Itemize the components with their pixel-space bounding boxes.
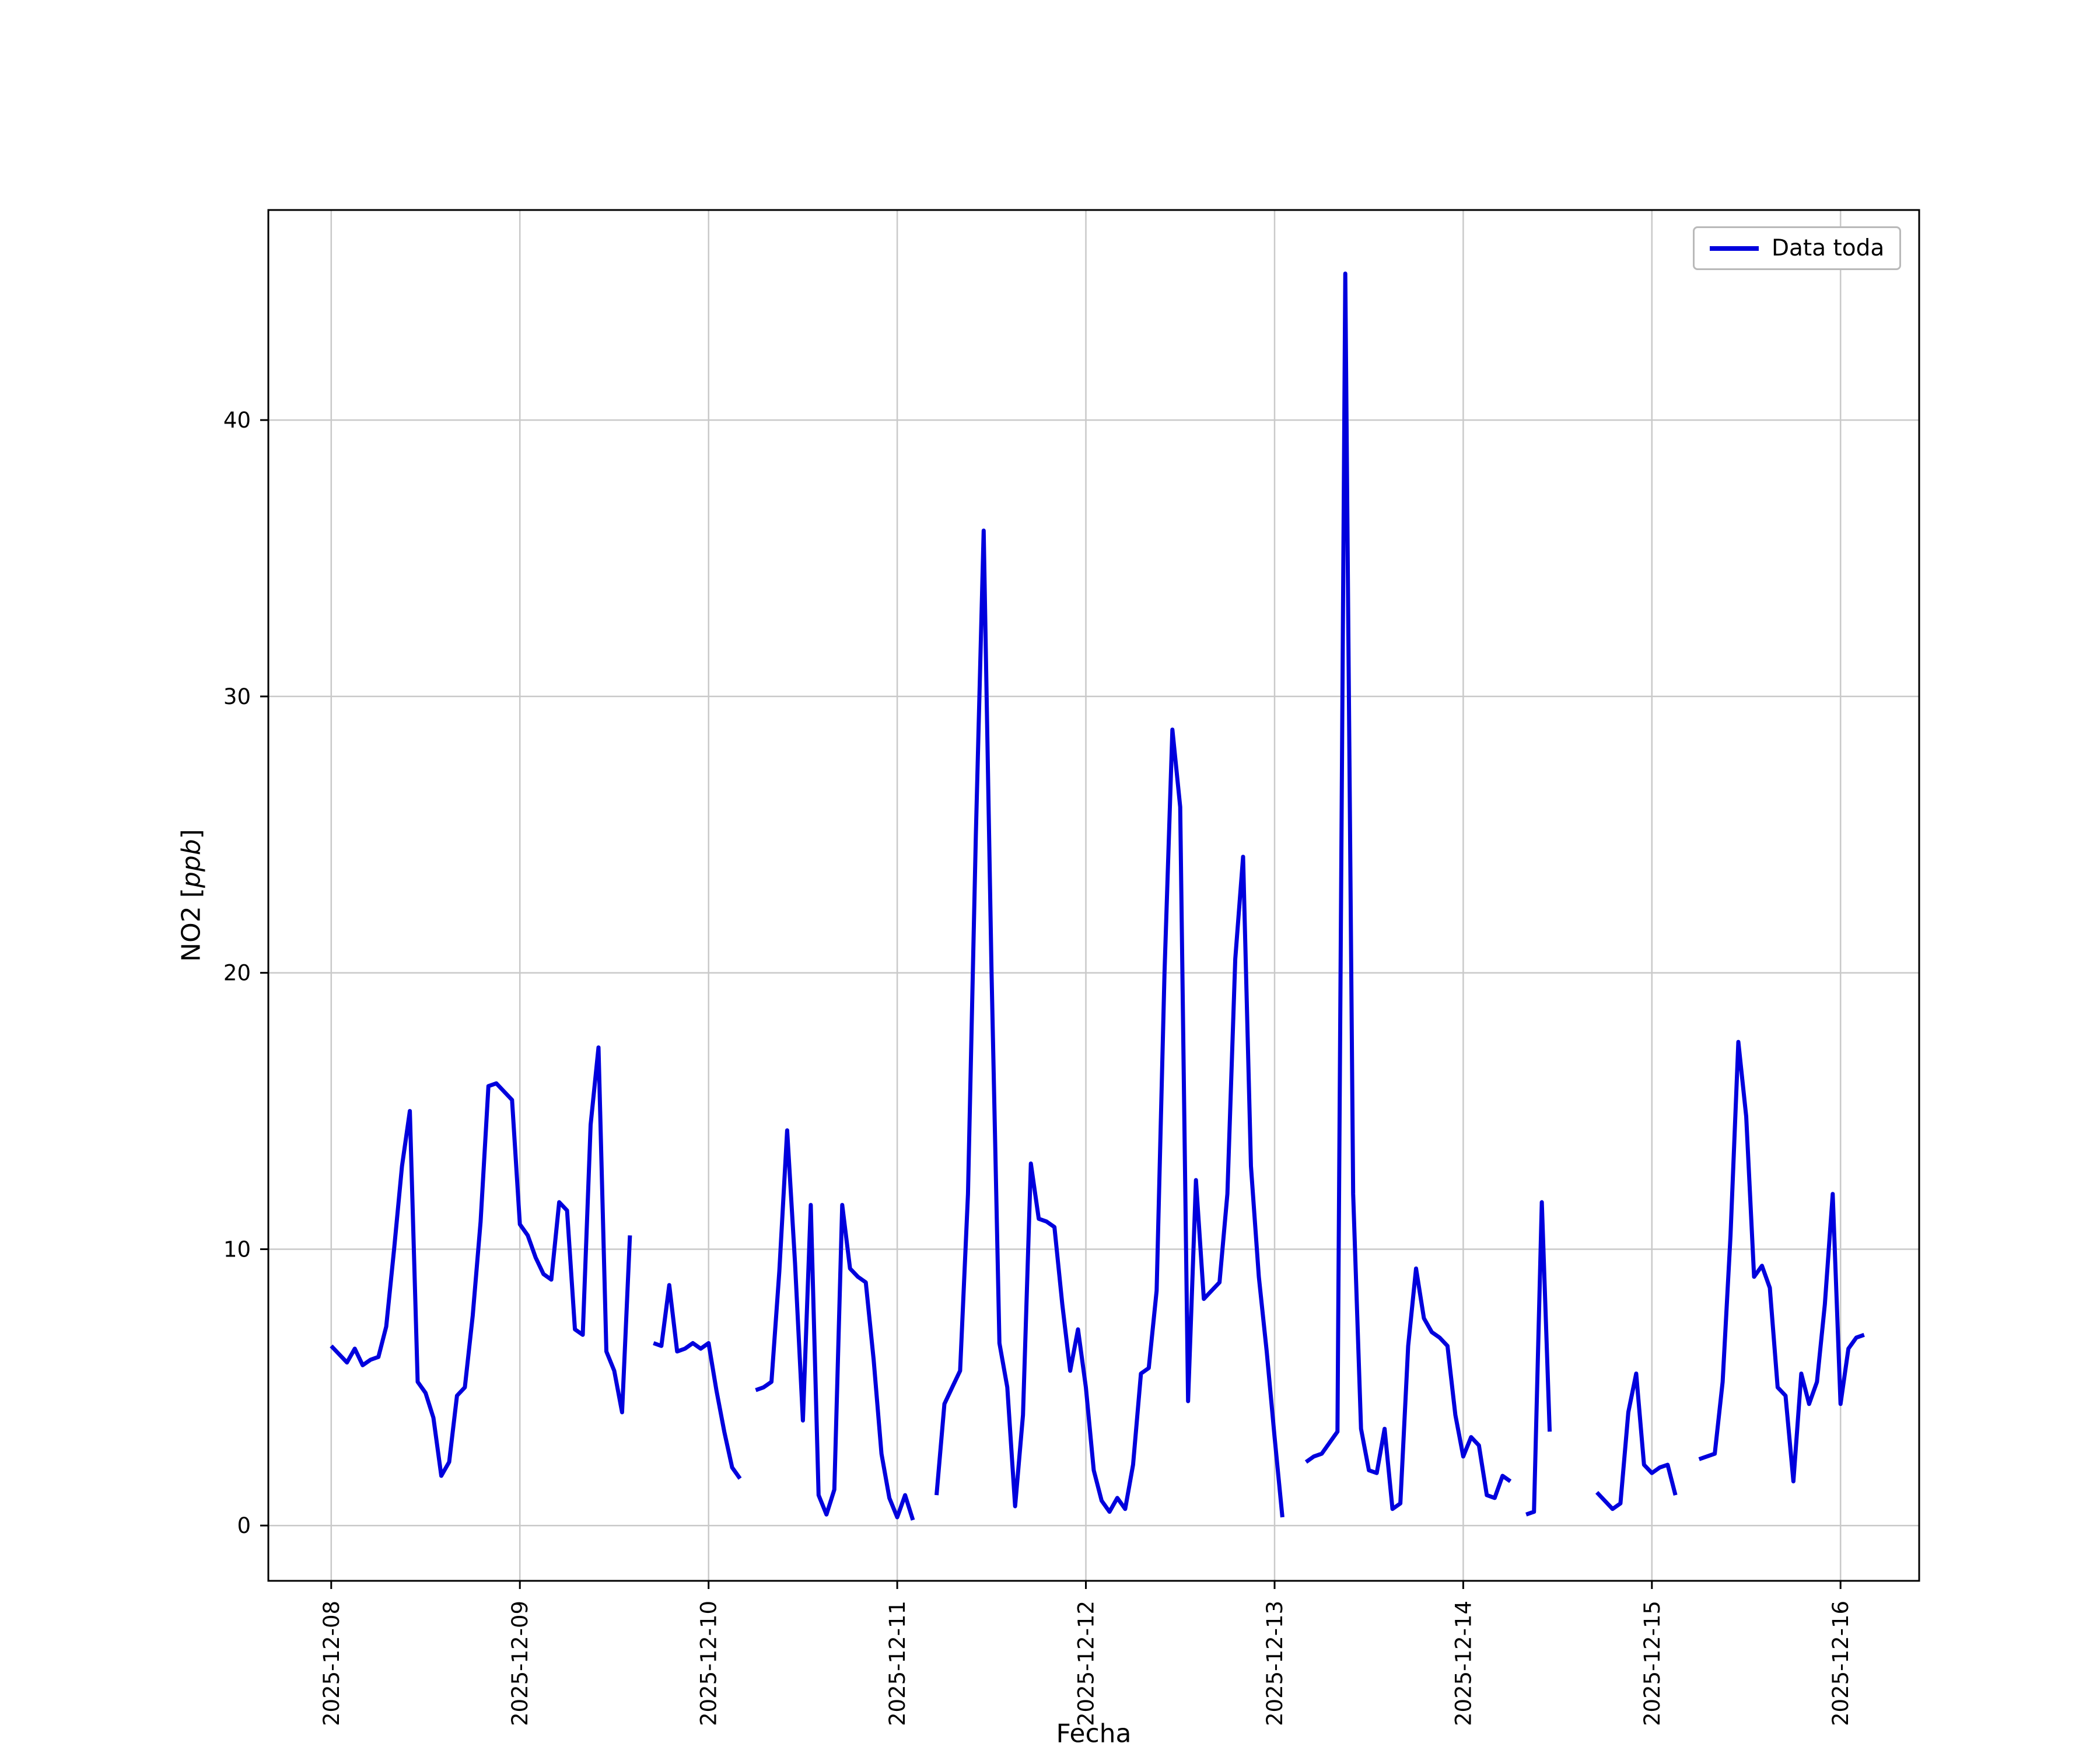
y-tick-label: 0: [237, 1513, 251, 1538]
x-tick-label: 2025-12-14: [1451, 1601, 1476, 1726]
y-axis-label-unit: ppb: [176, 839, 206, 888]
x-axis-label: Fecha: [1056, 1718, 1132, 1749]
x-tick-label: 2025-12-15: [1640, 1601, 1665, 1726]
x-tick-label: 2025-12-08: [319, 1601, 344, 1726]
y-axis-label-text: NO2 [: [176, 888, 206, 962]
x-tick-label: 2025-12-10: [696, 1601, 722, 1726]
y-axis-label-bracket: ]: [176, 829, 206, 839]
y-tick-label: 40: [223, 408, 251, 433]
x-tick-label: 2025-12-09: [508, 1601, 533, 1726]
legend-label: Data toda: [1772, 235, 1885, 261]
y-tick-label: 30: [223, 684, 251, 709]
y-tick-label: 10: [223, 1237, 251, 1262]
legend-line-sample: [1710, 246, 1759, 251]
x-tick-label: 2025-12-16: [1828, 1601, 1853, 1726]
axes-frame: [267, 209, 1920, 1582]
data-series-line: [330, 271, 1865, 1521]
x-tick-label: 2025-12-12: [1074, 1601, 1099, 1726]
x-tick-label: 2025-12-13: [1262, 1601, 1287, 1726]
legend: Data toda: [1693, 226, 1902, 270]
y-tick-label: 20: [223, 961, 251, 986]
y-axis-label: NO2 [ppb]: [177, 829, 206, 962]
x-tick-label: 2025-12-11: [885, 1601, 910, 1726]
